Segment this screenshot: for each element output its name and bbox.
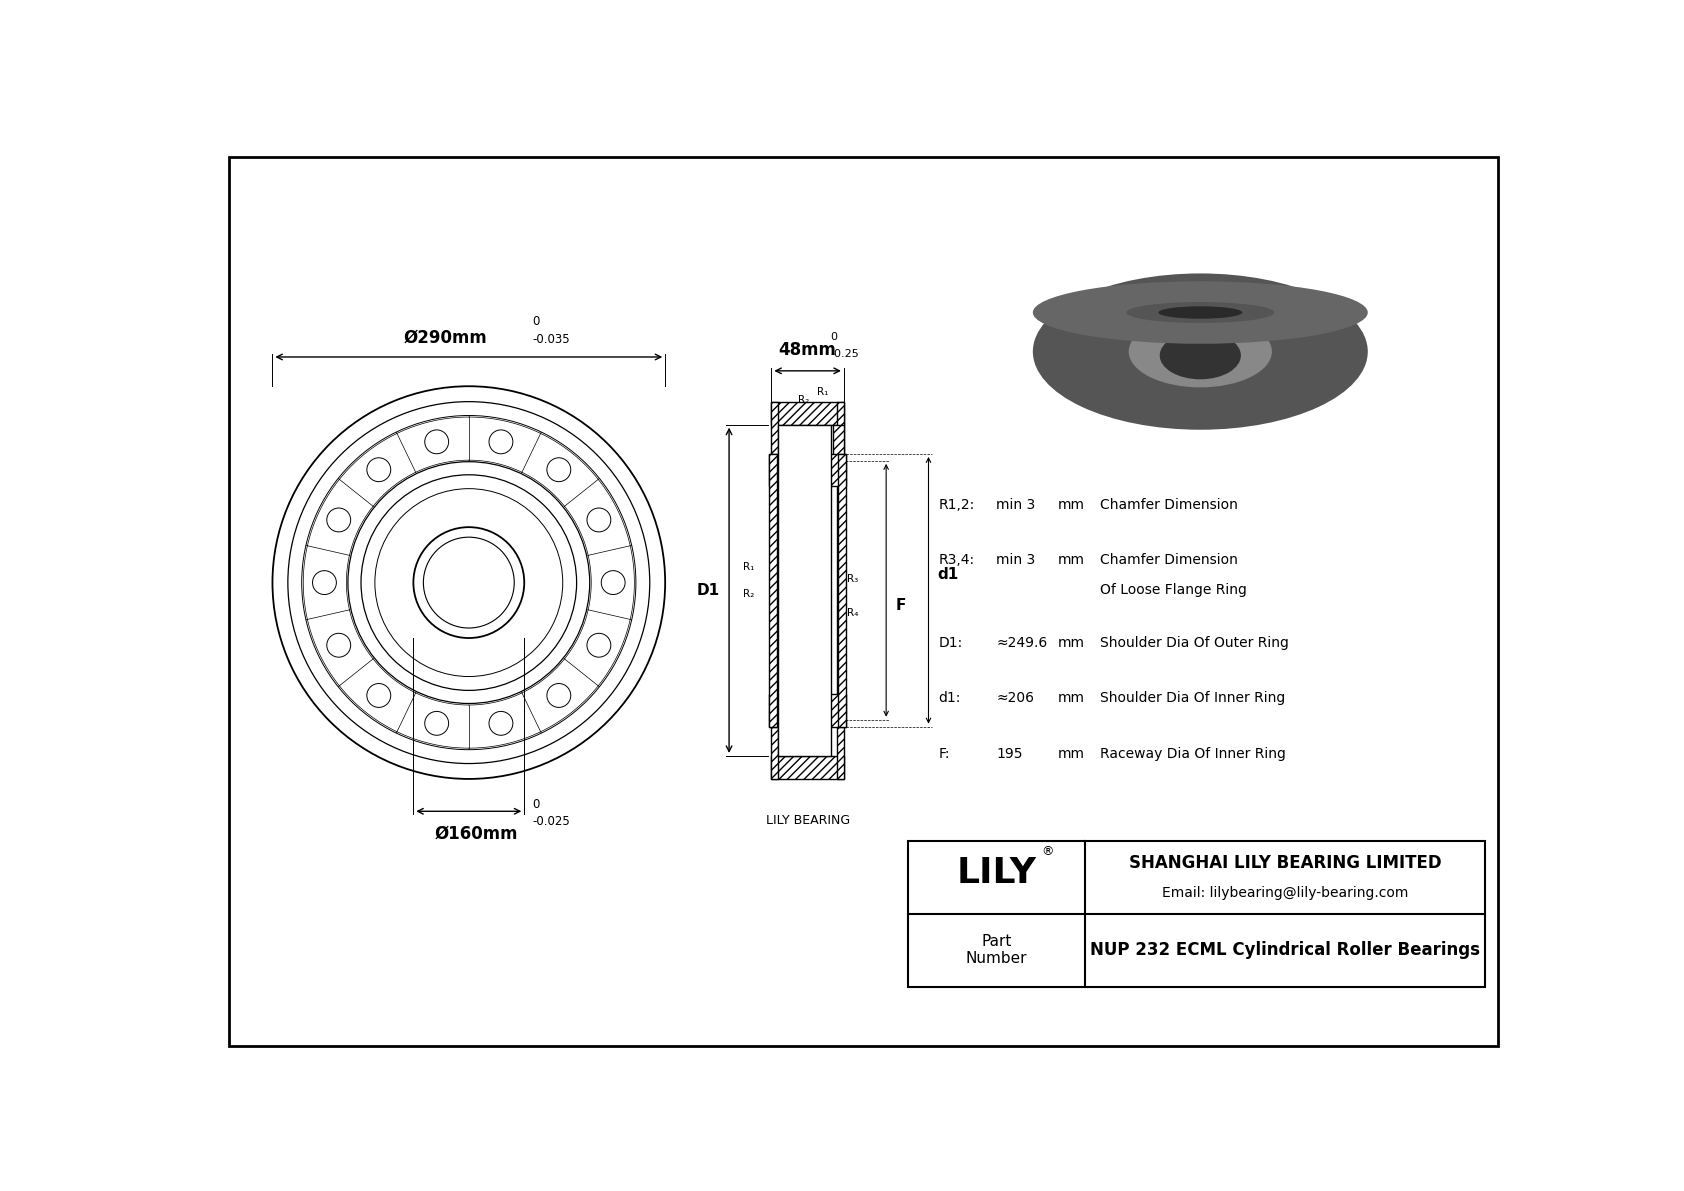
Text: D1: D1: [697, 582, 719, 598]
Text: Raceway Dia Of Inner Ring: Raceway Dia Of Inner Ring: [1100, 747, 1287, 761]
Text: LILY: LILY: [957, 856, 1036, 890]
Text: Email: lilybearing@lily-bearing.com: Email: lilybearing@lily-bearing.com: [1162, 886, 1408, 899]
Text: min 3: min 3: [997, 554, 1036, 567]
Text: mm: mm: [1058, 747, 1084, 761]
Text: Of Loose Flange Ring: Of Loose Flange Ring: [1100, 582, 1248, 597]
Polygon shape: [839, 454, 845, 727]
Text: d1: d1: [938, 567, 958, 582]
Ellipse shape: [1128, 316, 1271, 387]
Polygon shape: [770, 694, 845, 727]
Text: 0: 0: [532, 798, 539, 811]
Text: Shoulder Dia Of Outer Ring: Shoulder Dia Of Outer Ring: [1100, 636, 1288, 650]
Text: mm: mm: [1058, 636, 1084, 650]
Text: R₁: R₁: [743, 562, 754, 572]
Ellipse shape: [1159, 306, 1243, 319]
Polygon shape: [771, 401, 844, 425]
Text: Ø290mm: Ø290mm: [404, 329, 488, 347]
Ellipse shape: [1160, 331, 1241, 379]
Text: D1:: D1:: [938, 636, 963, 650]
Text: Chamfer Dimension: Chamfer Dimension: [1100, 498, 1238, 512]
Text: F:: F:: [938, 747, 950, 761]
Text: mm: mm: [1058, 554, 1084, 567]
Text: R₄: R₄: [847, 609, 859, 618]
Text: Chamfer Dimension: Chamfer Dimension: [1100, 554, 1238, 567]
Text: R₃: R₃: [847, 574, 859, 584]
Ellipse shape: [1032, 281, 1367, 344]
Ellipse shape: [1032, 274, 1367, 430]
Text: R₁: R₁: [817, 387, 829, 397]
Polygon shape: [771, 756, 844, 779]
Text: -0.25: -0.25: [830, 349, 859, 360]
Text: -0.025: -0.025: [532, 815, 569, 828]
Text: mm: mm: [1058, 691, 1084, 705]
Text: Ø160mm: Ø160mm: [434, 824, 519, 842]
Text: 48mm: 48mm: [778, 342, 837, 360]
Text: -0.035: -0.035: [532, 333, 569, 347]
Text: R3,4:: R3,4:: [938, 554, 975, 567]
Text: 0: 0: [830, 332, 837, 342]
Text: d1:: d1:: [938, 691, 962, 705]
Text: LILY BEARING: LILY BEARING: [766, 813, 850, 827]
Polygon shape: [770, 454, 776, 727]
Text: mm: mm: [1058, 498, 1084, 512]
Text: R₂: R₂: [743, 590, 754, 599]
Text: Shoulder Dia Of Inner Ring: Shoulder Dia Of Inner Ring: [1100, 691, 1285, 705]
Text: SHANGHAI LILY BEARING LIMITED: SHANGHAI LILY BEARING LIMITED: [1128, 854, 1442, 872]
Text: min 3: min 3: [997, 498, 1036, 512]
Bar: [908, 841, 1485, 987]
Ellipse shape: [1127, 303, 1275, 323]
Text: 0: 0: [532, 316, 539, 329]
Polygon shape: [778, 425, 832, 756]
Text: ≈249.6: ≈249.6: [997, 636, 1047, 650]
Text: F: F: [896, 598, 906, 613]
Text: R₂: R₂: [798, 395, 810, 405]
Text: ≈206: ≈206: [997, 691, 1034, 705]
Polygon shape: [771, 401, 778, 779]
Text: R1,2:: R1,2:: [938, 498, 975, 512]
Text: Part
Number: Part Number: [965, 934, 1027, 966]
Polygon shape: [770, 454, 845, 486]
Text: 195: 195: [997, 747, 1022, 761]
Text: ®: ®: [1041, 844, 1054, 858]
Polygon shape: [837, 401, 844, 779]
Text: NUP 232 ECML Cylindrical Roller Bearings: NUP 232 ECML Cylindrical Roller Bearings: [1090, 941, 1480, 959]
Polygon shape: [834, 425, 844, 460]
